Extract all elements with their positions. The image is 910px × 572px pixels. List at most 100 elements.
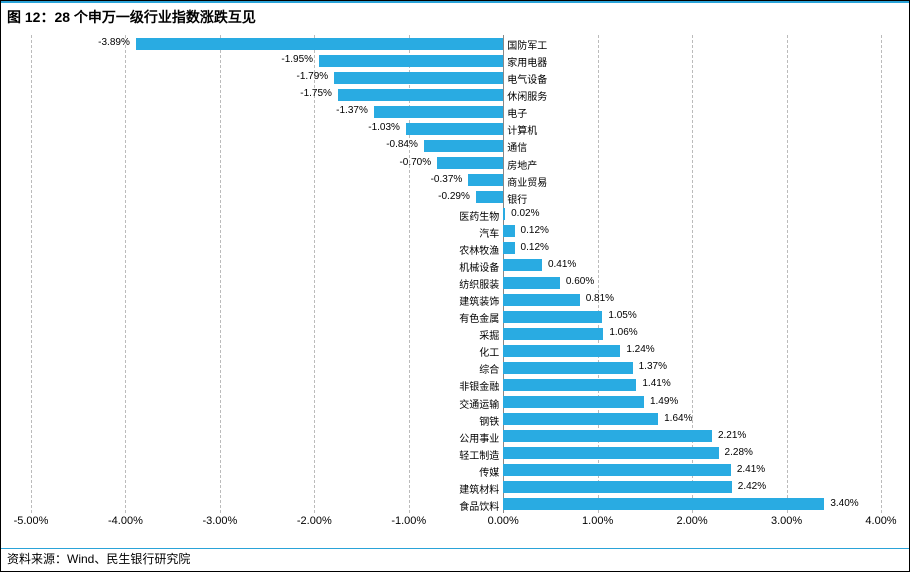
bar-row: 电子-1.37%	[31, 103, 881, 120]
value-label: -0.70%	[399, 157, 431, 168]
x-axis: -5.00%-4.00%-3.00%-2.00%-1.00%0.00%1.00%…	[31, 513, 881, 533]
category-label: 建筑材料	[447, 481, 499, 496]
value-label: 0.81%	[586, 293, 614, 304]
category-label: 房地产	[507, 157, 559, 172]
x-tick-label: -1.00%	[391, 515, 426, 527]
bar-row: 交通运输1.49%	[31, 394, 881, 411]
bar-row: 化工 1.24%	[31, 342, 881, 359]
bar-row: 计算机-1.03%	[31, 120, 881, 137]
bar-row: 综合 1.37%	[31, 359, 881, 376]
value-label: 0.41%	[548, 259, 576, 270]
bar-row: 食品饮料 3.40%	[31, 496, 881, 513]
bar	[503, 498, 824, 510]
value-label: -0.37%	[431, 174, 463, 185]
bar	[503, 481, 732, 493]
x-tick-label: -2.00%	[297, 515, 332, 527]
category-label: 国防军工	[507, 37, 559, 52]
bar-row: 房地产 -0.70%	[31, 155, 881, 172]
value-label: 0.02%	[511, 208, 539, 219]
bar-row: 钢铁1.64%	[31, 411, 881, 428]
bar	[503, 379, 636, 391]
bar	[437, 157, 503, 169]
category-label: 食品饮料	[447, 498, 499, 513]
category-label: 综合	[447, 361, 499, 376]
category-label: 交通运输	[447, 396, 499, 411]
bar	[503, 225, 514, 237]
category-label: 非银金融	[447, 378, 499, 393]
source-text: 资料来源：Wind、民生银行研究院	[7, 550, 190, 567]
category-label: 传媒	[447, 464, 499, 479]
bar	[374, 106, 503, 118]
category-label: 公用事业	[447, 430, 499, 445]
bar-row: 轻工制造 2.28%	[31, 445, 881, 462]
bar-row: 农林牧渔0.12%	[31, 240, 881, 257]
bar-row: 汽车 0.12%	[31, 223, 881, 240]
bar	[468, 174, 503, 186]
x-tick-label: 1.00%	[582, 515, 613, 527]
x-tick-label: 2.00%	[677, 515, 708, 527]
x-tick-label: 3.00%	[771, 515, 802, 527]
value-label: 3.40%	[830, 498, 858, 509]
bar-row: 公用事业2.21%	[31, 428, 881, 445]
category-label: 通信	[507, 139, 559, 154]
bar	[503, 396, 644, 408]
bar	[503, 447, 718, 459]
source-rule	[1, 548, 909, 549]
bar-row: 机械设备 0.41%	[31, 257, 881, 274]
value-label: 0.60%	[566, 276, 594, 287]
bar	[136, 38, 503, 50]
bar-row: 有色金属1.05%	[31, 308, 881, 325]
category-label: 农林牧渔	[447, 242, 499, 257]
value-label: 0.12%	[521, 225, 549, 236]
bar-row: 国防军工-3.89%	[31, 35, 881, 52]
category-label: 采掘	[447, 327, 499, 342]
x-tick-label: 4.00%	[865, 515, 896, 527]
value-label: -1.37%	[336, 105, 368, 116]
gridline	[881, 35, 882, 513]
category-label: 电气设备	[507, 71, 559, 86]
bar-row: 家用电器-1.95%	[31, 52, 881, 69]
category-label: 汽车	[447, 225, 499, 240]
bar	[503, 259, 542, 271]
bar	[406, 123, 503, 135]
chart-title: 图 12：28 个申万一级行业指数涨跌互见	[7, 7, 903, 27]
bar	[503, 328, 603, 340]
value-label: 1.64%	[664, 413, 692, 424]
category-label: 轻工制造	[447, 447, 499, 462]
bar-row: 商业贸易 -0.37%	[31, 172, 881, 189]
bar-row: 纺织服装0.60%	[31, 274, 881, 291]
category-label: 机械设备	[447, 259, 499, 274]
bar	[503, 430, 712, 442]
bar	[503, 464, 731, 476]
bar	[334, 72, 503, 84]
value-label: 2.42%	[738, 481, 766, 492]
value-label: 1.06%	[609, 327, 637, 338]
category-label: 商业贸易	[507, 174, 559, 189]
bar	[503, 277, 560, 289]
bar-row: 银行-0.29%	[31, 189, 881, 206]
value-label: -1.03%	[368, 122, 400, 133]
value-label: 2.41%	[737, 464, 765, 475]
bar	[503, 208, 505, 220]
chart-plot: 国防军工-3.89%家用电器-1.95%电气设备-1.79%休闲服务-1.75%…	[31, 35, 881, 513]
value-label: -0.84%	[386, 139, 418, 150]
x-tick-label: -5.00%	[14, 515, 49, 527]
value-label: -1.79%	[296, 71, 328, 82]
category-label: 化工	[447, 344, 499, 359]
category-label: 建筑装饰	[447, 293, 499, 308]
value-label: 1.41%	[642, 378, 670, 389]
category-label: 休闲服务	[507, 88, 559, 103]
category-label: 医药生物	[447, 208, 499, 223]
bar	[503, 311, 602, 323]
bar-row: 采掘 1.06%	[31, 325, 881, 342]
value-label: 1.37%	[639, 361, 667, 372]
bar-row: 通信 -0.84%	[31, 137, 881, 154]
value-label: -1.95%	[281, 54, 313, 65]
bar-row: 医药生物 0.02%	[31, 206, 881, 223]
x-tick-label: -3.00%	[202, 515, 237, 527]
bar-row: 建筑装饰 0.81%	[31, 291, 881, 308]
value-label: 1.24%	[626, 344, 654, 355]
bar	[503, 294, 580, 306]
value-label: 2.28%	[725, 447, 753, 458]
bar-row: 传媒 2.41%	[31, 462, 881, 479]
